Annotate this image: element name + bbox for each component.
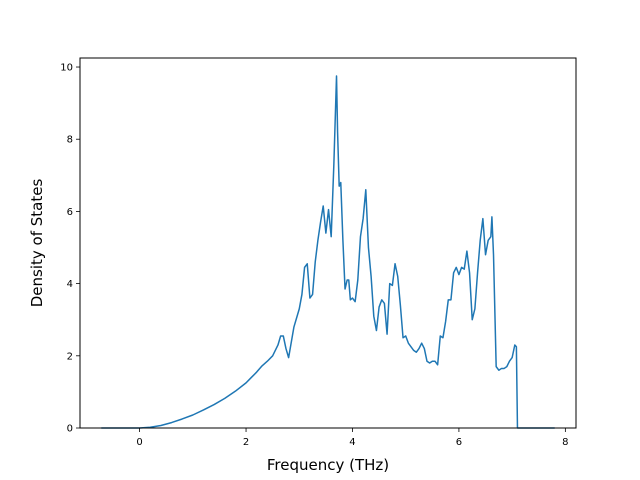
dos-series-line-0 <box>101 75 555 429</box>
x-tick-label: 0 <box>136 437 142 448</box>
plot-area <box>80 58 576 428</box>
x-tick-label: 2 <box>243 437 249 448</box>
x-tick-label: 8 <box>562 437 568 448</box>
y-axis-label: Density of States <box>28 179 46 308</box>
y-tick-label: 10 <box>60 63 73 74</box>
y-tick-label: 6 <box>67 207 73 218</box>
x-axis-label: Frequency (THz) <box>267 456 389 474</box>
plot-frame <box>79 57 577 429</box>
y-tick-label: 8 <box>67 135 73 146</box>
x-axis-ticks: 0 2 4 6 8 <box>136 428 569 448</box>
x-tick-label: 6 <box>456 437 462 448</box>
y-axis-ticks: 0 2 4 6 8 10 <box>60 63 80 435</box>
y-tick-label: 4 <box>67 279 73 290</box>
y-tick-label: 0 <box>67 424 73 435</box>
x-tick-label: 4 <box>349 437 355 448</box>
series-layer <box>101 75 555 429</box>
y-tick-label: 2 <box>67 351 73 362</box>
